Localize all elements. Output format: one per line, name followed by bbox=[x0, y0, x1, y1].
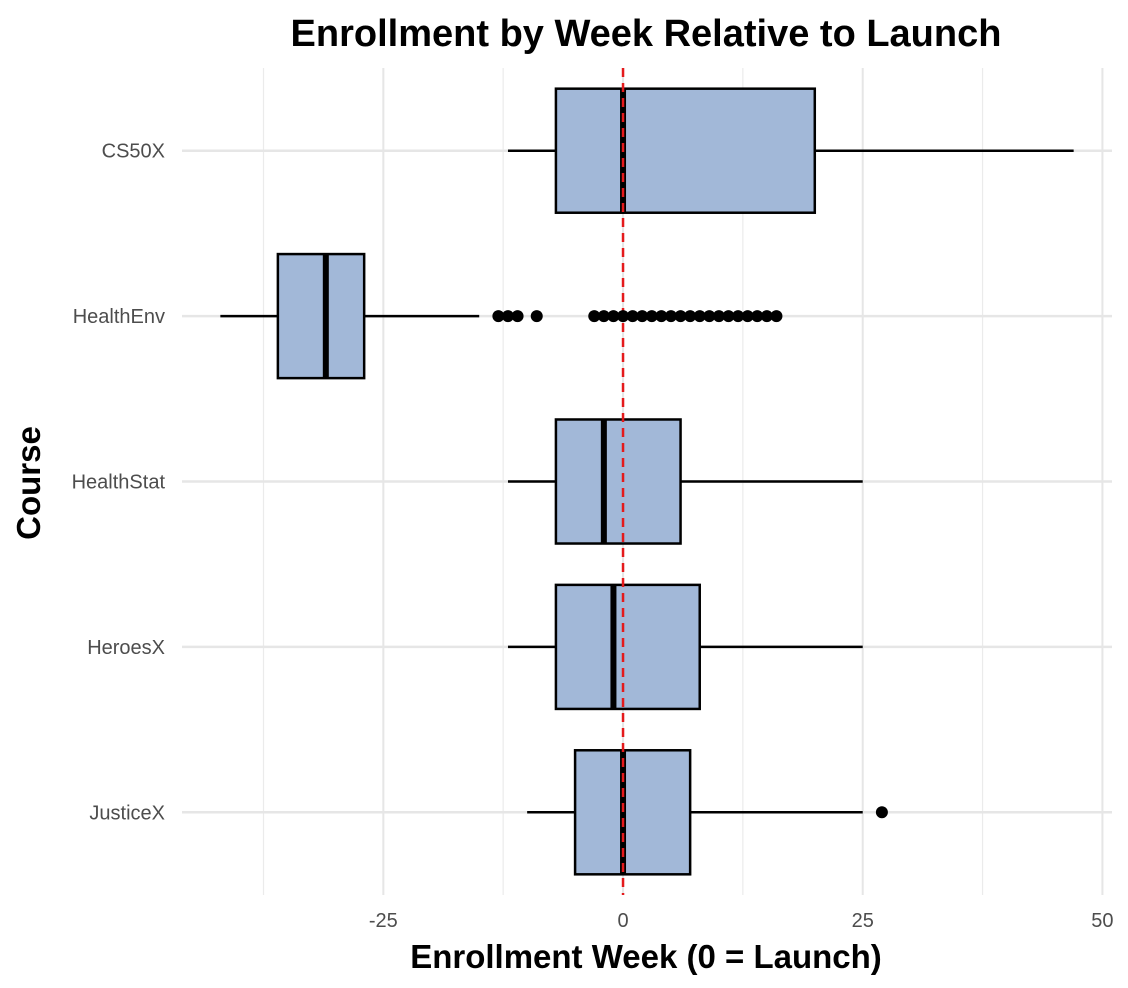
y-tick-label: CS50X bbox=[102, 141, 165, 163]
boxes bbox=[220, 87, 1074, 876]
box-healthenv bbox=[220, 252, 480, 380]
outlier-point bbox=[597, 310, 610, 323]
y-tick-label: HealthStat bbox=[72, 472, 166, 494]
outlier-point bbox=[607, 310, 620, 323]
box-iqr bbox=[554, 87, 817, 214]
outlier-point bbox=[712, 310, 725, 323]
box-iqr bbox=[276, 252, 366, 380]
outlier-point bbox=[760, 310, 773, 323]
box-iqr bbox=[554, 418, 682, 545]
x-axis-tick-labels: -25 0 25 50 bbox=[369, 910, 1114, 932]
chart-title: Enrollment by Week Relative to Launch bbox=[291, 13, 1002, 55]
outlier-point bbox=[770, 310, 783, 323]
x-axis-title: Enrollment Week (0 = Launch) bbox=[410, 938, 882, 975]
box-justicex bbox=[527, 749, 863, 876]
outlier-point bbox=[703, 310, 716, 323]
outlier-point bbox=[655, 310, 668, 323]
box-heroesx bbox=[507, 583, 863, 711]
y-tick-label: HeroesX bbox=[87, 637, 165, 659]
x-tick-label: -25 bbox=[369, 910, 398, 932]
x-tick-label: 50 bbox=[1091, 910, 1113, 932]
outlier-point bbox=[741, 310, 754, 323]
outlier-point bbox=[693, 310, 706, 323]
outlier-point bbox=[732, 310, 745, 323]
outlier-point bbox=[617, 310, 630, 323]
outlier-point bbox=[722, 310, 735, 323]
outlier-point bbox=[751, 310, 764, 323]
outlier-point bbox=[636, 310, 649, 323]
y-tick-label: JusticeX bbox=[89, 802, 165, 824]
outliers bbox=[492, 310, 888, 819]
box-iqr bbox=[554, 583, 701, 711]
outlier-point bbox=[530, 310, 543, 323]
x-tick-label: 0 bbox=[617, 910, 628, 932]
outlier-point bbox=[511, 310, 524, 323]
outlier-point bbox=[664, 310, 677, 323]
outlier-point bbox=[674, 310, 687, 323]
outlier-point bbox=[492, 310, 505, 323]
outlier-point bbox=[684, 310, 697, 323]
box-iqr bbox=[573, 749, 692, 876]
y-axis-tick-labels: CS50X HealthEnv HealthStat HeroesX JusticeX bbox=[72, 141, 166, 825]
outlier-point bbox=[645, 310, 658, 323]
outlier-point bbox=[626, 310, 639, 323]
box-healthstat bbox=[507, 418, 863, 545]
y-tick-label: HealthEnv bbox=[73, 306, 165, 328]
box-cs50x bbox=[507, 87, 1074, 214]
y-axis-title: Course bbox=[10, 426, 47, 540]
outlier-point bbox=[875, 806, 888, 819]
x-tick-label: 25 bbox=[852, 910, 874, 932]
outlier-point bbox=[501, 310, 514, 323]
outlier-point bbox=[588, 310, 601, 323]
